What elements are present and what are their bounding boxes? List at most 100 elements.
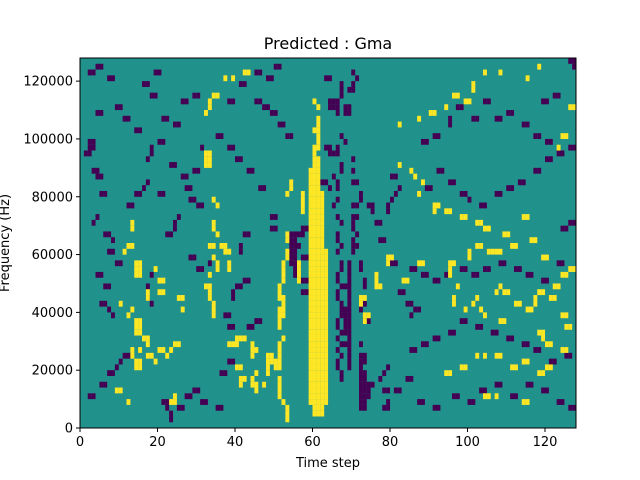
heatmap-cell-low bbox=[339, 266, 344, 272]
heatmap-cell-high bbox=[316, 208, 321, 215]
heatmap-cell-high bbox=[165, 352, 170, 359]
heatmap-cell-high bbox=[320, 410, 325, 417]
heatmap-cell-high bbox=[560, 347, 565, 353]
heatmap-cell-high bbox=[401, 277, 406, 284]
heatmap-cell-low bbox=[200, 144, 205, 151]
heatmap-cell-low bbox=[176, 404, 181, 411]
heatmap-cell-high bbox=[324, 318, 329, 324]
heatmap-cell-high bbox=[231, 75, 236, 82]
heatmap-cell-low bbox=[304, 225, 309, 232]
heatmap-cell-high bbox=[448, 260, 453, 267]
heatmap-cell-low bbox=[459, 318, 464, 324]
heatmap-cell-low bbox=[366, 318, 371, 324]
heatmap-cell-low bbox=[269, 214, 274, 220]
heatmap-cell-low bbox=[99, 173, 104, 180]
heatmap-cell-high bbox=[316, 271, 321, 278]
heatmap-cell-low bbox=[537, 347, 542, 353]
heatmap-cell-high bbox=[316, 104, 321, 111]
heatmap-cell-low bbox=[347, 335, 352, 342]
heatmap-cell-high bbox=[138, 323, 143, 330]
heatmap-cell-high bbox=[138, 329, 143, 336]
heatmap-cell-high bbox=[502, 289, 507, 296]
chart-title: Predicted : Gma bbox=[264, 34, 392, 53]
heatmap-cell-high bbox=[173, 399, 177, 405]
heatmap-cell-high bbox=[324, 399, 329, 405]
heatmap-cell-low bbox=[95, 167, 100, 174]
heatmap-cell-low bbox=[200, 399, 205, 405]
heatmap-cell-high bbox=[316, 133, 321, 139]
heatmap-cell-low bbox=[126, 352, 131, 359]
heatmap-cell-low bbox=[95, 214, 100, 220]
heatmap-cell-high bbox=[498, 352, 503, 359]
heatmap-cell-low bbox=[335, 277, 340, 284]
heatmap-cell-low bbox=[339, 167, 344, 174]
heatmap-cell-low bbox=[552, 358, 557, 365]
heatmap-cell-high bbox=[316, 162, 321, 168]
heatmap-cell-low bbox=[339, 283, 344, 290]
heatmap-cell-low bbox=[366, 393, 371, 400]
heatmap-cell-low bbox=[238, 248, 243, 255]
heatmap-cell-low bbox=[355, 214, 360, 220]
heatmap-cell-low bbox=[335, 104, 340, 111]
heatmap-cell-low bbox=[293, 260, 298, 267]
heatmap-cell-low bbox=[510, 110, 515, 116]
heatmap-cell-low bbox=[362, 404, 367, 411]
heatmap-cell-high bbox=[316, 266, 321, 272]
heatmap-cell-high bbox=[134, 260, 139, 267]
heatmap-cell-high bbox=[254, 387, 259, 394]
heatmap-cell-low bbox=[556, 92, 561, 99]
heatmap-cell-high bbox=[266, 364, 270, 371]
heatmap-cell-low bbox=[483, 266, 487, 272]
heatmap-cell-low bbox=[99, 271, 104, 278]
heatmap-cell-low bbox=[331, 104, 336, 111]
heatmap-cell-high bbox=[204, 156, 208, 163]
heatmap-cell-high bbox=[145, 352, 150, 359]
heatmap-cell-high bbox=[374, 277, 379, 284]
heatmap-cell-high bbox=[320, 260, 325, 267]
heatmap-cell-high bbox=[316, 399, 321, 405]
heatmap-cell-high bbox=[320, 399, 325, 405]
heatmap-cell-high bbox=[312, 352, 317, 359]
heatmap-cell-high bbox=[211, 196, 216, 203]
heatmap-cell-high bbox=[316, 248, 321, 255]
heatmap-cell-high bbox=[312, 219, 317, 226]
heatmap-cell-low bbox=[359, 404, 363, 411]
heatmap-cell-high bbox=[316, 375, 321, 382]
heatmap-cell-high bbox=[211, 312, 216, 319]
heatmap-cell-high bbox=[316, 404, 321, 411]
heatmap-cell-low bbox=[366, 202, 371, 209]
heatmap-cell-high bbox=[312, 179, 317, 186]
heatmap-cell-low bbox=[568, 404, 573, 411]
heatmap-cell-low bbox=[339, 341, 344, 348]
heatmap-cell-low bbox=[359, 266, 363, 272]
heatmap-cell-low bbox=[331, 98, 336, 105]
heatmap-cell-high bbox=[320, 225, 325, 232]
heatmap-cell-high bbox=[455, 283, 460, 290]
heatmap-cell-high bbox=[173, 393, 177, 400]
heatmap-cell-low bbox=[483, 202, 487, 209]
heatmap-cell-low bbox=[335, 358, 340, 365]
heatmap-cell-high bbox=[320, 404, 325, 411]
heatmap-cell-low bbox=[521, 341, 526, 348]
heatmap-cell-high bbox=[281, 335, 286, 342]
heatmap-cell-high bbox=[316, 323, 321, 330]
heatmap-cell-low bbox=[475, 271, 480, 278]
heatmap-cell-low bbox=[207, 260, 212, 267]
heatmap-cell-low bbox=[335, 231, 340, 238]
heatmap-cell-low bbox=[324, 75, 329, 82]
heatmap-cell-low bbox=[335, 214, 340, 220]
heatmap-cell-low bbox=[184, 185, 189, 192]
heatmap-cell-low bbox=[293, 266, 298, 272]
y-tick-label: 120000 bbox=[23, 75, 73, 90]
heatmap-cell-high bbox=[277, 341, 282, 348]
heatmap-cell-high bbox=[432, 208, 437, 215]
heatmap-cell-low bbox=[324, 144, 329, 151]
heatmap-cell-high bbox=[320, 266, 325, 272]
heatmap-cell-high bbox=[316, 231, 321, 238]
heatmap-cell-low bbox=[386, 208, 391, 215]
heatmap-cell-low bbox=[467, 399, 472, 405]
heatmap-cell-high bbox=[552, 283, 557, 290]
heatmap-cell-low bbox=[165, 399, 170, 405]
heatmap-cell-low bbox=[347, 323, 352, 330]
heatmap-cell-high bbox=[494, 289, 499, 296]
